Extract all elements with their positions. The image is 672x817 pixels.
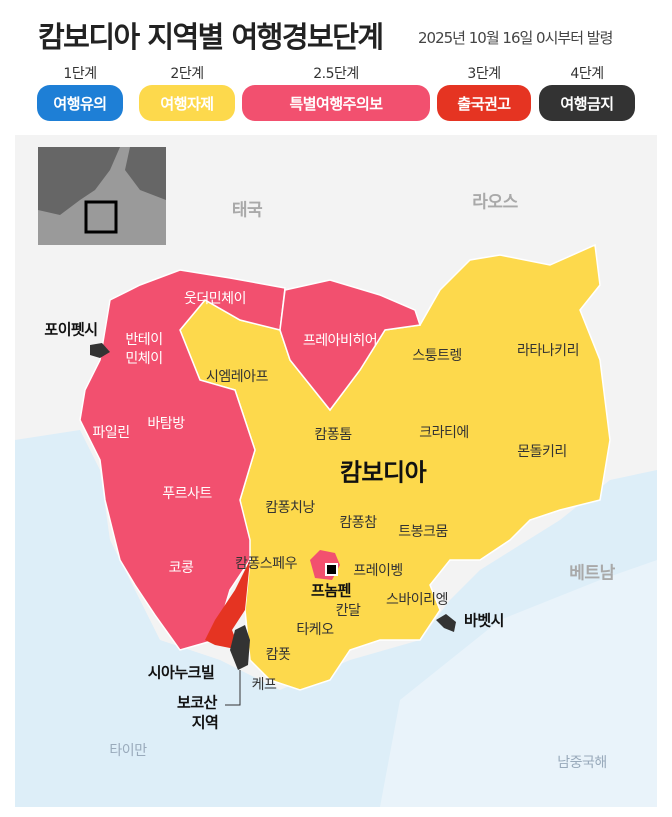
label-gulf-of-thailand: 타이만 (109, 743, 147, 759)
legend-pill-4: 여행금지 (539, 85, 635, 121)
legend-pill-1: 여행유의 (37, 85, 123, 121)
label-koh-kong: 코콩 (168, 560, 194, 576)
map-graphic (15, 147, 657, 807)
label-laos: 라오스 (472, 192, 518, 213)
legend-level-2: 2단계 (170, 66, 204, 82)
label-kampong-cham: 캄퐁참 (339, 515, 377, 531)
label-bavet: 바벳시 (464, 611, 504, 630)
label-stung-treng: 스퉁트렝 (412, 348, 462, 364)
region-level-4-bavet (436, 614, 456, 632)
label-kampong-thom: 캄퐁톰 (314, 427, 352, 443)
label-tboung-khmum: 트봉크뭄 (398, 524, 448, 540)
label-thailand: 태국 (231, 200, 263, 221)
label-mondulkiri: 몬돌키리 (517, 444, 567, 460)
region-level-3-sihanoukville (205, 560, 250, 650)
label-svay-rieng: 스바이리엥 (386, 592, 448, 608)
label-cambodia: 캄보디아 (339, 458, 427, 487)
legend-pill-3: 출국권고 (437, 85, 531, 121)
label-poipet: 포이펫시 (44, 320, 98, 339)
label-preah-vihear: 프레아비히어 (302, 333, 378, 349)
bokor-leader (225, 670, 241, 706)
region-level-2-5-preah-vihear (279, 279, 421, 412)
label-banteay-meanchey: 반테이 민체이 (125, 332, 163, 367)
label-siem-reap: 시엠레아프 (206, 369, 268, 385)
label-kampong-speu: 캄퐁스페우 (235, 556, 297, 572)
legend-level-1: 1단계 (63, 66, 97, 82)
label-kandal: 칸달 (335, 603, 361, 619)
capital-marker (325, 563, 338, 576)
region-level-4-poipet (90, 343, 110, 358)
region-level-4-bokor (230, 625, 250, 670)
legend-pill-2-5: 특별여행주의보 (242, 85, 430, 121)
label-pursat: 푸르사트 (162, 486, 212, 502)
page-title: 캄보디아 지역별 여행경보단계 (38, 20, 384, 54)
label-kampong-chhnang: 캄퐁치낭 (265, 500, 315, 516)
label-kep: 케프 (251, 677, 277, 693)
label-vietnam: 베트남 (569, 563, 615, 584)
label-south-china-sea: 남중국해 (557, 755, 607, 771)
legend-level-2-5: 2.5단계 (313, 66, 359, 82)
label-takeo: 타케오 (296, 622, 334, 638)
label-pailin: 파일린 (92, 425, 130, 441)
label-phnom-penh: 프놈펜 (311, 581, 351, 600)
label-prey-veng: 프레이벵 (353, 563, 403, 579)
label-bokor-line2: 지역 (191, 713, 219, 732)
sea-light (380, 560, 657, 807)
label-kratie: 크라티에 (419, 425, 469, 441)
label-battambang: 바탐방 (147, 416, 185, 432)
locator-inset (38, 147, 166, 245)
legend-pill-2: 여행자제 (139, 85, 235, 121)
label-bokor-line1: 보코산 (177, 693, 217, 712)
label-ratanakiri: 라타나키리 (517, 343, 579, 359)
legend-level-4: 4단계 (570, 66, 604, 82)
map: 태국 라오스 베트남 타이만 남중국해 캄보디아 웃더민체이 반테이 민체이 프… (15, 135, 657, 807)
label-kampot: 캄폿 (265, 647, 291, 663)
label-sihanoukville: 시아누크빌 (147, 663, 215, 682)
legend-level-3: 3단계 (467, 66, 501, 82)
issue-date: 2025년 10월 16일 0시부터 발령 (418, 29, 613, 47)
label-oddar-meanchey: 웃더민체이 (184, 291, 246, 307)
